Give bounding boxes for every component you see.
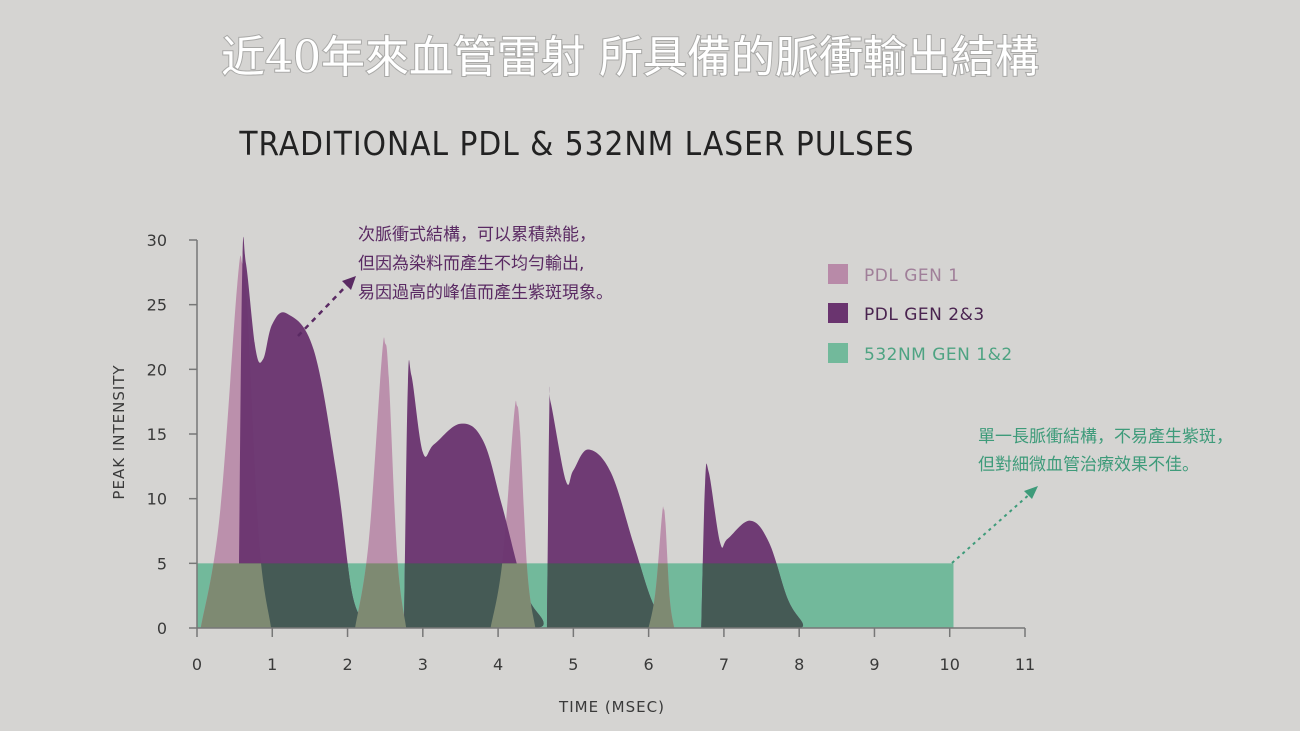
x-tick-label-3: 3 — [418, 655, 428, 674]
y-tick-label-25: 25 — [147, 296, 167, 315]
overlap-region-4 — [701, 563, 804, 628]
overlap-gen1-3 — [490, 563, 536, 628]
x-tick-label-8: 8 — [794, 655, 804, 674]
legend-swatch-pdl-gen-1 — [828, 264, 848, 284]
x-tick-label-0: 0 — [192, 655, 202, 674]
x-tick-label-11: 11 — [1015, 655, 1035, 674]
plot-area: 0 5 10 15 20 25 30 0 1 2 3 4 5 6 7 8 9 10 11 — [147, 231, 1036, 674]
overlap-gen1-2 — [355, 563, 407, 628]
y-axis-label: PEAK INTENSITY — [110, 364, 128, 499]
annotation-subpulse-line-2: 但因為染料而產生不均勻輸出, — [358, 254, 584, 274]
x-tick-label-2: 2 — [342, 655, 352, 674]
annotation-subpulse-arrow — [297, 281, 351, 337]
overlap-region-1 — [238, 563, 363, 628]
annotation-subpulse-arrowhead — [342, 276, 356, 290]
y-tick-label-5: 5 — [157, 554, 167, 573]
annotation-subpulse-line-1: 次脈衝式結構，可以累積熱能， — [358, 225, 596, 245]
series-pdl-gen-2-3 — [200, 236, 804, 628]
slide-title: 近40年來血管雷射 所具備的脈衝輸出結構 — [221, 32, 1039, 83]
overlap-gen1-4 — [648, 563, 675, 628]
x-tick-label-6: 6 — [644, 655, 654, 674]
y-tick-label-20: 20 — [147, 360, 167, 379]
annotation-long-pulse: 單一長脈衝結構，不易產生紫斑， 但對細微血管治療效果不佳。 — [951, 427, 1233, 564]
x-tick-label-5: 5 — [568, 655, 578, 674]
legend-swatch-pdl-gen-2-3 — [828, 303, 848, 323]
legend: PDL GEN 1 PDL GEN 2&3 532NM GEN 1&2 — [828, 264, 1013, 365]
pulse-pdl-gen-2-3-1 — [238, 236, 363, 628]
x-axis-label: TIME (MSEC) — [558, 698, 665, 716]
x-tick-label-4: 4 — [493, 655, 503, 674]
annotation-long-pulse-arrow — [951, 491, 1033, 564]
y-tick-label-15: 15 — [147, 425, 167, 444]
axes: 0 5 10 15 20 25 30 0 1 2 3 4 5 6 7 8 9 10 11 — [147, 231, 1036, 674]
annotation-subpulse-line-3: 易因過高的峰值而產生紫斑現象。 — [358, 283, 613, 303]
x-tick-label-1: 1 — [267, 655, 277, 674]
chart-title: TRADITIONAL PDL & 532NM LASER PULSES — [238, 124, 914, 163]
y-tick-label-10: 10 — [147, 490, 167, 509]
annotation-long-pulse-arrowhead — [1024, 486, 1038, 499]
y-tick-label-30: 30 — [147, 231, 167, 250]
legend-swatch-532nm-gen-1-2 — [828, 343, 848, 363]
overlap-shading — [200, 563, 804, 628]
overlap-region-3 — [547, 563, 668, 628]
x-tick-label-7: 7 — [719, 655, 729, 674]
x-tick-label-9: 9 — [869, 655, 879, 674]
y-tick-label-0: 0 — [157, 619, 167, 638]
annotation-long-pulse-line-1: 單一長脈衝結構，不易產生紫斑， — [978, 427, 1233, 447]
annotation-subpulse: 次脈衝式結構，可以累積熱能， 但因為染料而產生不均勻輸出, 易因過高的峰值而產生… — [297, 225, 613, 337]
x-tick-label-10: 10 — [940, 655, 960, 674]
legend-label-pdl-gen-2-3: PDL GEN 2&3 — [864, 305, 985, 325]
legend-label-pdl-gen-1: PDL GEN 1 — [864, 266, 960, 286]
legend-label-532nm-gen-1-2: 532NM GEN 1&2 — [864, 345, 1013, 365]
pulse-pdl-gen-2-3-2 — [404, 360, 544, 628]
annotation-long-pulse-line-2: 但對細微血管治療效果不佳。 — [978, 455, 1199, 475]
overlap-gen1-1 — [200, 563, 272, 628]
pulse-pdl-gen-1-2 — [355, 337, 407, 628]
